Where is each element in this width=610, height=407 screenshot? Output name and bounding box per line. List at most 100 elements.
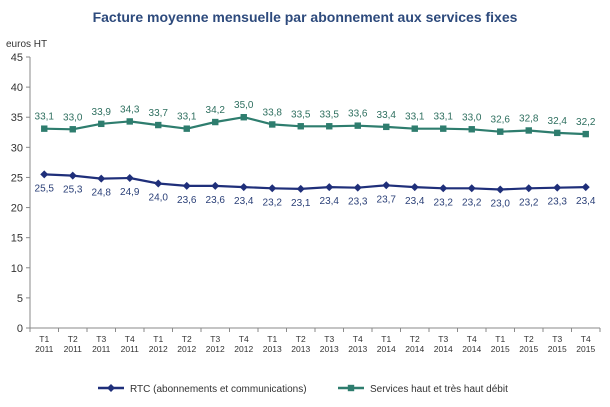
x-tick-label: T3 2013	[320, 334, 339, 354]
data-label: 33,9	[92, 107, 112, 118]
data-label: 25,3	[63, 185, 83, 196]
data-point-marker	[182, 181, 191, 190]
y-tick-label: 0	[17, 323, 23, 335]
x-tick-label: T1 2012	[149, 334, 168, 354]
data-label: 23,4	[320, 196, 340, 207]
y-tick-label: 10	[11, 263, 23, 275]
data-point-marker	[183, 125, 190, 132]
data-label: 32,8	[519, 113, 539, 124]
data-point-marker	[553, 183, 562, 192]
data-label: 23,7	[377, 194, 397, 205]
chart-series: 25,5 25,3 24,8 24,9 24,0 23,6 23,6 23,4 23,2 23,1…	[35, 100, 596, 209]
data-point-marker	[155, 121, 162, 129]
data-point-marker	[211, 181, 220, 190]
data-label: 23,0	[491, 198, 511, 209]
x-tick-label: T2 2015	[519, 334, 538, 354]
data-point-marker	[353, 183, 362, 192]
x-tick-label: T4 2014	[462, 334, 481, 354]
data-point-marker	[212, 118, 219, 126]
data-label: 34,3	[120, 104, 140, 115]
data-point-marker	[525, 127, 532, 134]
data-point-marker	[524, 184, 533, 193]
series-line	[44, 116, 586, 136]
data-label: 25,5	[35, 183, 55, 194]
data-point-marker	[40, 170, 49, 179]
data-point-marker	[269, 121, 276, 128]
data-label: 33,8	[263, 107, 283, 118]
data-point-marker	[554, 129, 561, 137]
y-tick-label: 5	[17, 293, 23, 305]
data-label: 23,6	[206, 195, 226, 206]
data-point-marker	[439, 184, 448, 193]
legend-label: RTC (abonnements et communications)	[130, 384, 307, 395]
data-label: 32,2	[576, 117, 596, 128]
y-tick-label: 25	[11, 172, 23, 184]
data-label: 23,1	[291, 198, 311, 209]
data-point-marker	[125, 174, 134, 183]
data-label: 23,4	[234, 196, 254, 207]
data-label: 23,2	[434, 197, 454, 208]
legend-marker	[107, 384, 115, 392]
x-tick-label: T2 2013	[291, 334, 310, 354]
data-label: 33,6	[348, 109, 368, 120]
data-label: 23,4	[405, 196, 425, 207]
data-label: 33,7	[149, 108, 169, 119]
data-label: 33,5	[291, 109, 311, 120]
x-tick-label: T1 2014	[377, 334, 396, 354]
x-tick-label: T4 2011	[121, 334, 140, 354]
legend-item-2: Services haut et très haut débit	[338, 384, 508, 395]
data-label: 33,1	[405, 112, 425, 123]
x-tick-label: T3 2012	[206, 334, 225, 354]
y-tick-label: 15	[11, 233, 23, 245]
x-tick-label: T4 2012	[234, 334, 253, 354]
data-label: 23,2	[519, 197, 539, 208]
data-point-marker	[69, 126, 76, 133]
x-tick-label: T3 2015	[548, 334, 567, 354]
data-label: 23,2	[462, 197, 482, 208]
chart-axes: 0 5 10 15 20 25 30 35 40 45 T1 2011 T2 2011 T3 2011 T4 20…	[11, 52, 601, 354]
x-tick-label: T3 2011	[92, 334, 111, 354]
data-point-marker	[496, 185, 505, 194]
data-point-marker	[468, 126, 475, 133]
x-tick-label: T2 2011	[64, 334, 83, 354]
data-point-marker	[497, 128, 504, 135]
series-2: 33,1 33,0 33,9 34,3 33,7 33,1 34,2 35,0 33,8 33,5…	[35, 100, 596, 138]
data-label: 23,3	[548, 197, 568, 208]
series-1: 25,5 25,3 24,8 24,9 24,0 23,6 23,6 23,4 23,2 23,1…	[35, 170, 596, 209]
y-tick-label: 35	[11, 112, 23, 124]
x-tick-label: T1 2013	[263, 334, 282, 354]
x-tick-label: T1 2015	[491, 334, 510, 354]
data-point-marker	[154, 179, 163, 188]
data-point-marker	[68, 171, 77, 180]
x-tick-label: T2 2012	[177, 334, 196, 354]
data-label: 24,8	[92, 188, 112, 199]
data-label: 33,0	[462, 112, 482, 123]
data-label: 23,6	[177, 195, 197, 206]
data-point-marker	[354, 122, 361, 129]
x-tick-label: T4 2015	[576, 334, 595, 354]
data-label: 33,0	[63, 112, 83, 123]
data-point-marker	[41, 125, 48, 132]
data-point-marker	[581, 183, 590, 192]
data-label: 33,4	[377, 110, 397, 121]
data-label: 33,5	[320, 109, 340, 120]
data-point-marker	[411, 125, 418, 132]
legend-marker	[347, 384, 355, 392]
y-tick-label: 20	[11, 203, 23, 215]
data-point-marker	[296, 184, 305, 193]
legend-item-1: RTC (abonnements et communications)	[98, 384, 307, 395]
data-point-marker	[297, 123, 304, 130]
data-label: 33,1	[434, 112, 454, 123]
data-label: 33,1	[35, 112, 55, 123]
y-axis-unit-label: euros HT	[6, 39, 47, 50]
legend-label: Services haut et très haut débit	[370, 384, 508, 395]
x-tick-label: T2 2014	[405, 334, 424, 354]
data-label: 23,4	[576, 196, 596, 207]
y-tick-label: 30	[11, 142, 23, 154]
data-point-marker	[126, 118, 133, 125]
data-label: 33,1	[177, 112, 197, 123]
data-point-marker	[268, 184, 277, 193]
data-label: 32,6	[491, 115, 511, 126]
chart-legend: RTC (abonnements et communications) Servi…	[98, 384, 508, 395]
y-tick-label: 40	[11, 82, 23, 94]
